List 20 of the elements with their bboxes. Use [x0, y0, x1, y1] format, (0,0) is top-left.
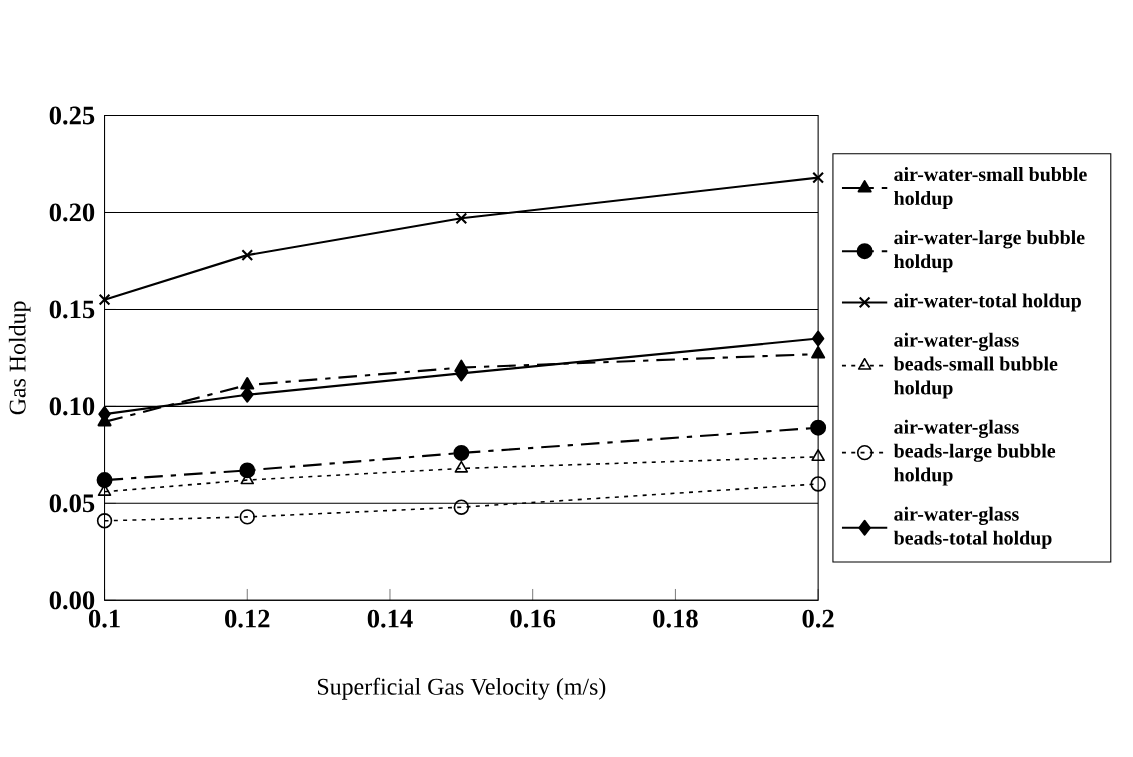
- x-tick-label: 0.16: [510, 609, 556, 628]
- x-tick-label: 0.14: [367, 609, 413, 628]
- legend-label: air-water-large bubble holdup: [894, 230, 1085, 273]
- y-tick-label: 0.25: [49, 106, 95, 125]
- y-tick-label: 0.20: [49, 203, 95, 222]
- y-tick-label: 0.15: [49, 300, 95, 319]
- legend-label: air-water-total holdup: [894, 293, 1081, 312]
- legend-label: air-water-small bubble holdup: [894, 166, 1087, 209]
- y-tick-label: 0.05: [49, 494, 95, 513]
- legend-label: air-water-glass beads-total holdup: [893, 506, 1052, 549]
- y-tick-label: 0.10: [49, 397, 95, 416]
- x-tick-label: 0.18: [653, 609, 698, 628]
- x-tick-label: 0.1: [88, 609, 120, 628]
- x-axis-title: Superficial Gas Velocity (m/s): [317, 677, 606, 700]
- x-tick-label: 0.12: [225, 609, 270, 628]
- y-axis-title: Gas Holdup: [8, 301, 31, 415]
- x-tick-label: 0.2: [802, 609, 834, 628]
- legend-label: air-water-glass beads-large bubble holdup: [893, 419, 1056, 486]
- legend-label: air-water-glass beads-small bubble holdup: [893, 332, 1058, 399]
- y-tick-label: 0.00: [49, 591, 95, 610]
